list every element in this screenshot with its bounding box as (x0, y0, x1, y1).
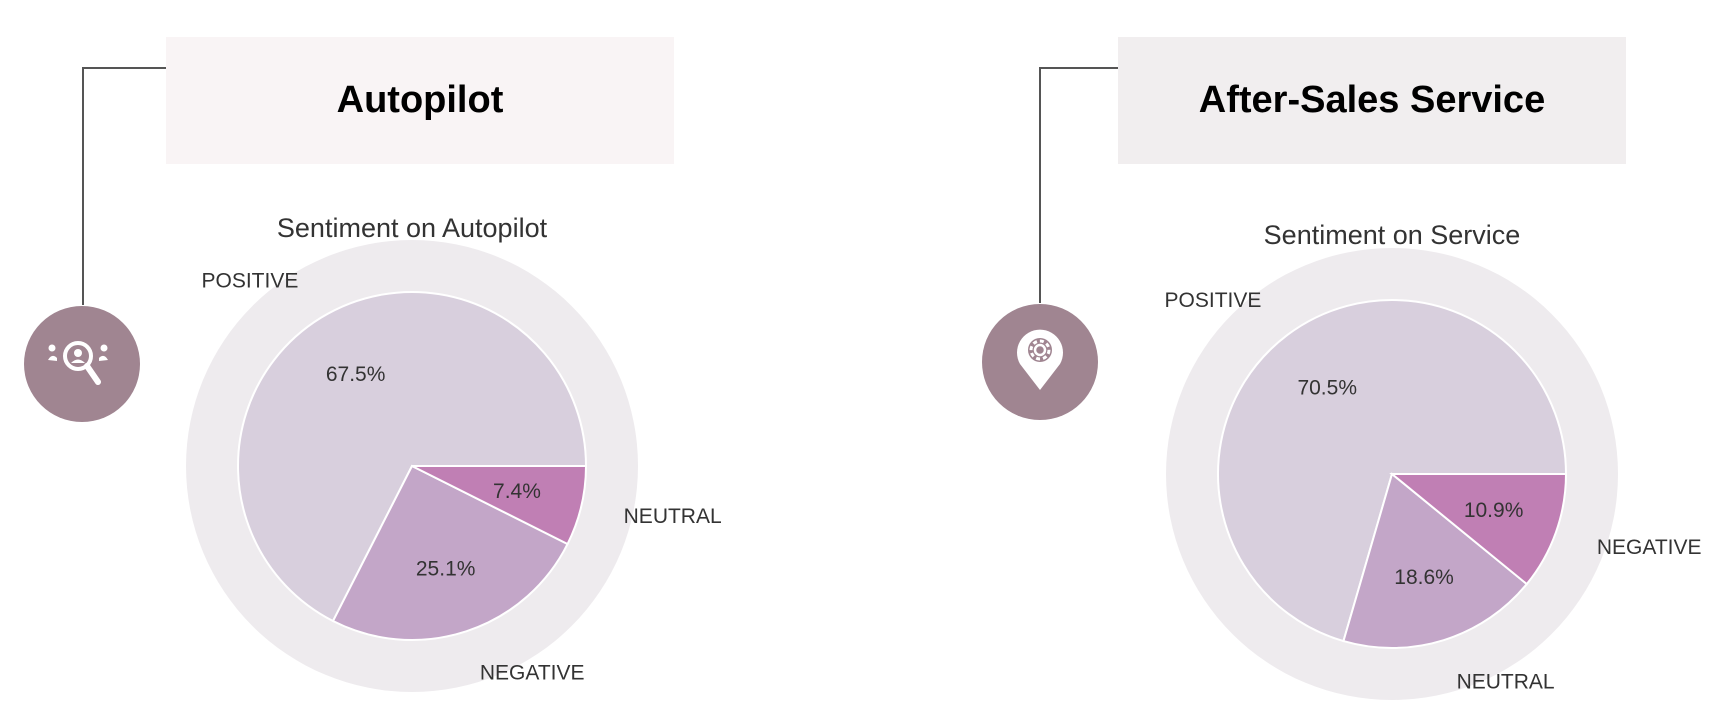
slice-category-label: NEUTRAL (1457, 671, 1555, 694)
pie-slice-neutral (411, 465, 588, 546)
slice-percent-label: 10.9% (1464, 499, 1524, 522)
pie-slice-negative (1389, 473, 1568, 586)
after-sales-panel: After-Sales Service Sentiment on Service… (960, 0, 1732, 722)
autopilot-pie-chart: Sentiment on Autopilot 67.5% POSITIVE 25.1… (186, 213, 722, 692)
slice-percent-label: 7.4% (493, 480, 541, 503)
slice-percent-label: 70.5% (1297, 377, 1357, 400)
badge (24, 306, 140, 422)
pie-slice-positive (237, 291, 588, 623)
panel-heading: After-Sales Service (1198, 79, 1546, 121)
chart-title: Sentiment on Service (1264, 220, 1521, 250)
autopilot-panel: Autopilot Sentiment on Autopilot 67.5% PO… (24, 37, 722, 692)
badge (982, 304, 1098, 420)
panel-heading: Autopilot (336, 79, 504, 121)
slice-category-label: POSITIVE (201, 270, 298, 293)
slice-percent-label: 18.6% (1394, 566, 1454, 589)
slice-percent-label: 67.5% (326, 363, 386, 386)
heading-box: After-Sales Service (1118, 37, 1626, 164)
pie-slice-positive (1217, 299, 1568, 643)
search-people-icon (48, 341, 108, 385)
slice-percent-label: 25.1% (416, 557, 476, 580)
slice-category-label: POSITIVE (1165, 289, 1262, 312)
slice-category-label: NEUTRAL (624, 505, 722, 528)
service-pie-chart: Sentiment on Service 70.5% POSITIVE 18.6% N… (1165, 220, 1702, 700)
slice-category-label: NEGATIVE (480, 662, 585, 685)
gear-location-pin-icon (1017, 329, 1063, 390)
pie-slice-negative (331, 464, 569, 641)
pie-slice-neutral (1342, 472, 1529, 649)
heading-box: Autopilot (166, 37, 674, 164)
chart-title: Sentiment on Autopilot (277, 213, 548, 243)
slice-category-label: NEGATIVE (1597, 536, 1702, 559)
